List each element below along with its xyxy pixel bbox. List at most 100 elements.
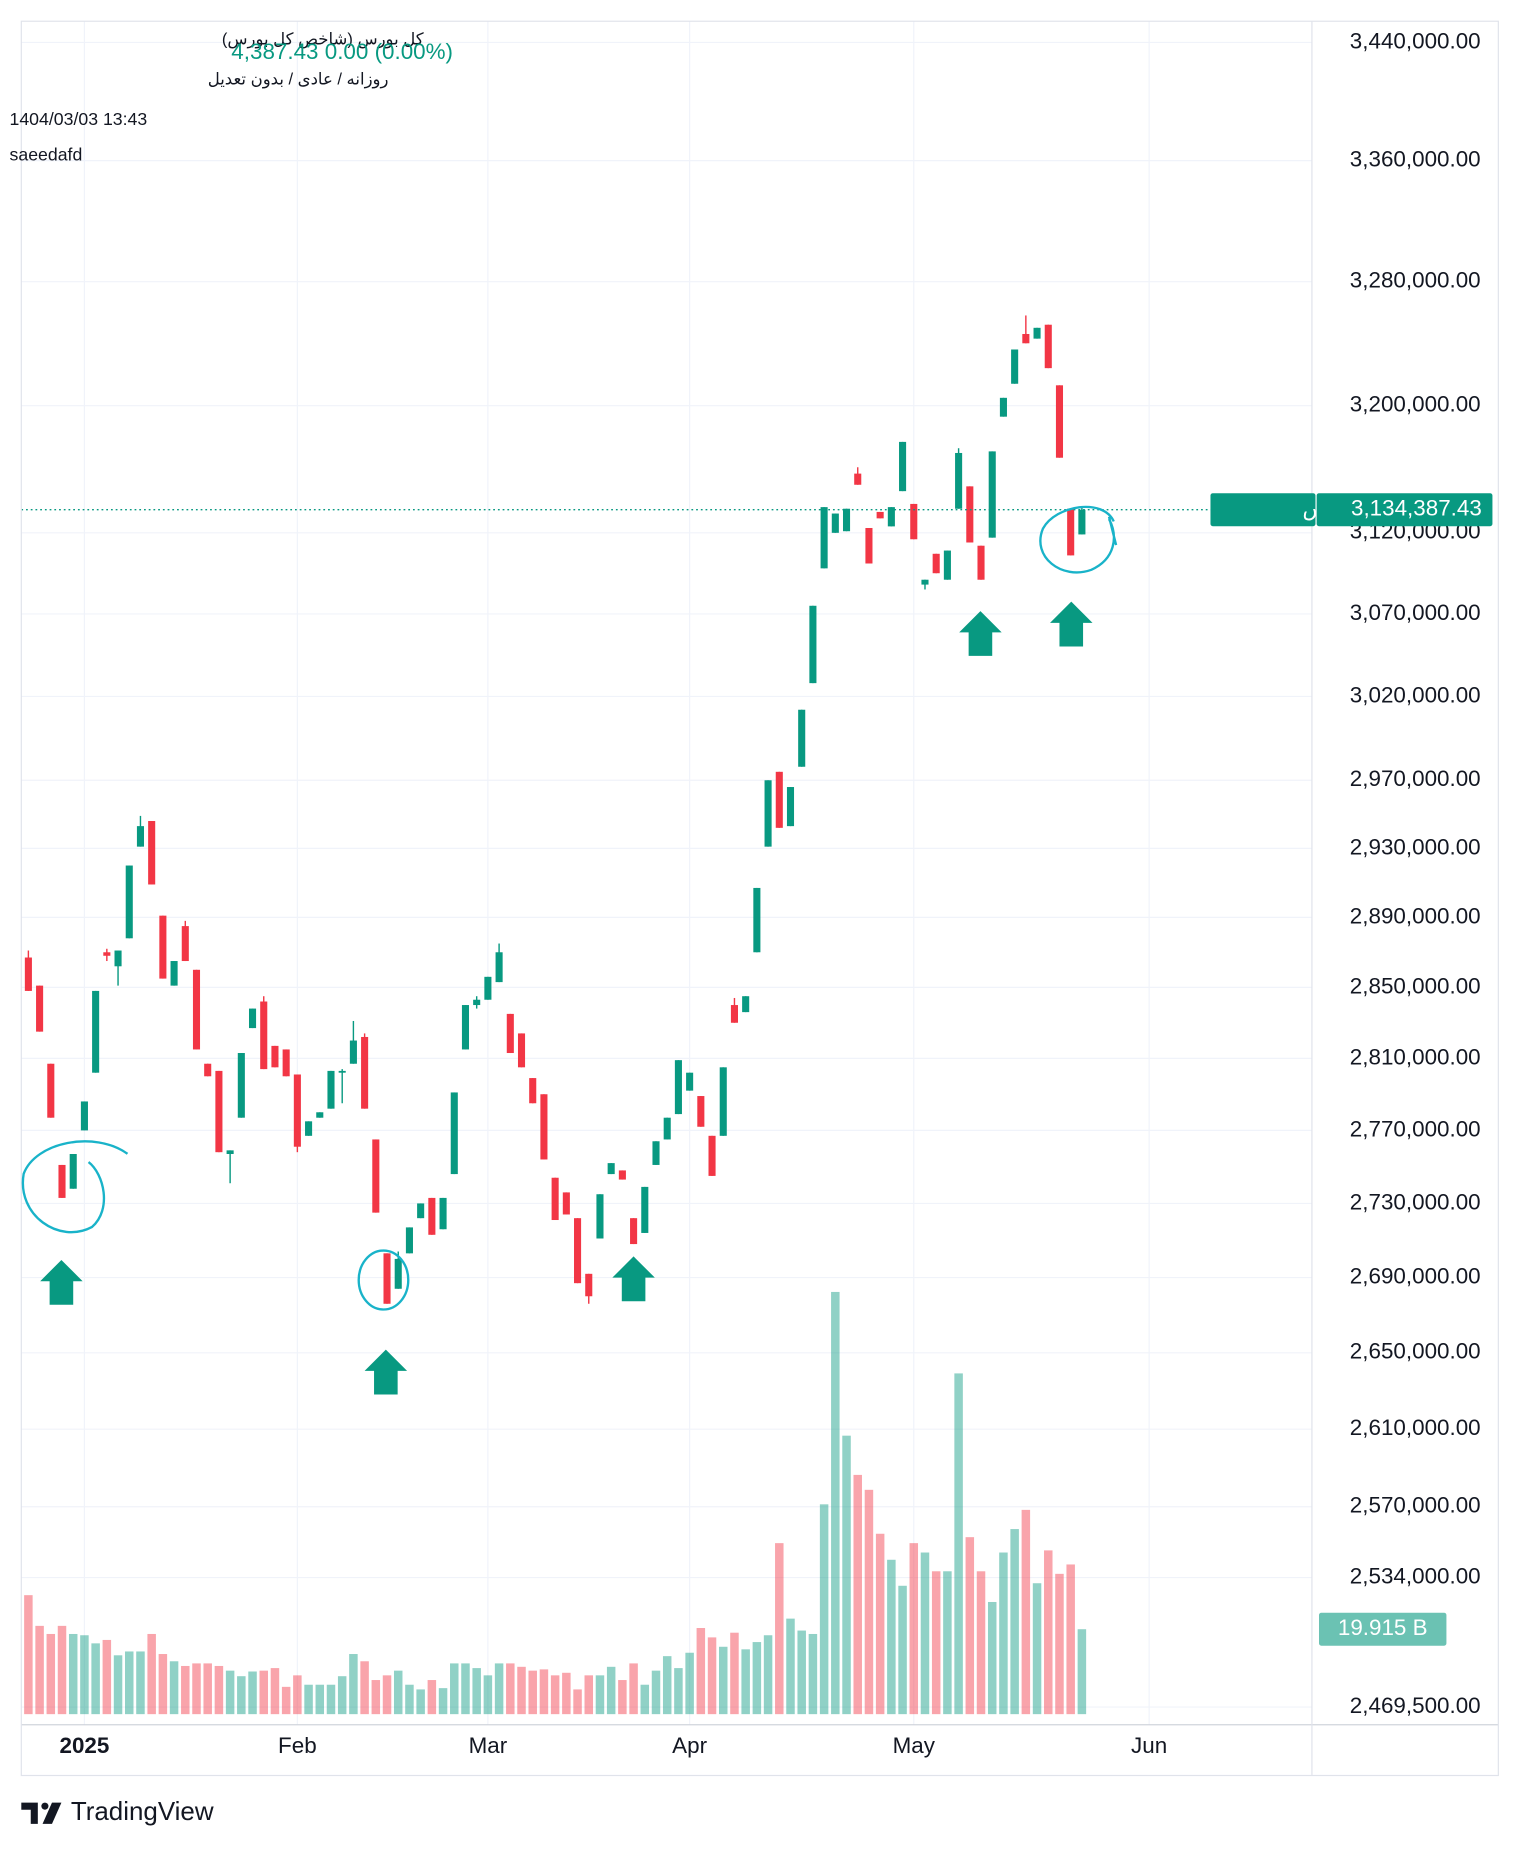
volume-bar bbox=[427, 1680, 437, 1715]
volume-bar bbox=[113, 1655, 123, 1715]
candle-body bbox=[798, 709, 806, 767]
volume-bar bbox=[707, 1637, 717, 1715]
volume-bar bbox=[102, 1639, 112, 1715]
volume-bar bbox=[214, 1665, 224, 1715]
volume-bar bbox=[864, 1489, 874, 1715]
volume-bar bbox=[360, 1661, 369, 1715]
volume-bar bbox=[528, 1670, 537, 1715]
candle-body bbox=[596, 1194, 604, 1239]
volume-bar bbox=[393, 1670, 403, 1715]
candle-body bbox=[1011, 349, 1019, 384]
y-tick-label: 2,890,000.00 bbox=[1350, 903, 1481, 928]
candle-body bbox=[226, 1150, 234, 1155]
candle-body bbox=[764, 780, 772, 847]
subtitle: روزانه / عادی / بدون تعدیل bbox=[208, 71, 389, 90]
volume-bar bbox=[438, 1688, 448, 1715]
volume-bar bbox=[674, 1668, 683, 1715]
y-tick-label: 2,930,000.00 bbox=[1350, 834, 1481, 859]
volume-bar bbox=[775, 1543, 784, 1715]
candle-body bbox=[809, 605, 817, 684]
candle-body bbox=[854, 473, 862, 485]
volume-bar bbox=[606, 1666, 616, 1715]
candle-body bbox=[921, 579, 929, 585]
y-tick-label: 2,650,000.00 bbox=[1350, 1339, 1481, 1364]
candle-body bbox=[686, 1072, 694, 1091]
candle-body bbox=[450, 1092, 458, 1175]
volume-bar bbox=[539, 1669, 549, 1715]
volume-bar bbox=[1032, 1583, 1042, 1715]
brand-logo bbox=[21, 1802, 62, 1824]
candle-body bbox=[305, 1121, 313, 1136]
frame bbox=[20, 20, 1499, 1777]
volume-bar bbox=[382, 1675, 392, 1715]
last-price-label: 3,134,387.43 bbox=[1351, 496, 1482, 521]
volume-bar bbox=[181, 1665, 190, 1715]
candle-body bbox=[1078, 509, 1086, 535]
candle-body bbox=[428, 1197, 436, 1235]
y-tick-label: 3,020,000.00 bbox=[1350, 682, 1481, 707]
volume-bar bbox=[752, 1642, 762, 1715]
volume-bar bbox=[808, 1633, 818, 1715]
arrow bbox=[959, 611, 1002, 656]
y-tick-label: 2,850,000.00 bbox=[1350, 973, 1481, 998]
quote: 4,387.43 0.00 (0.00%) bbox=[231, 39, 453, 64]
candle-body bbox=[943, 550, 951, 580]
candle-body bbox=[36, 985, 44, 1032]
candle-body bbox=[607, 1163, 615, 1175]
candle-body bbox=[910, 503, 918, 540]
volume-bar bbox=[80, 1635, 89, 1715]
grid bbox=[21, 21, 1312, 1725]
volume-bar bbox=[1044, 1550, 1053, 1715]
candle-body bbox=[585, 1273, 593, 1297]
candle-body bbox=[92, 990, 100, 1073]
candle-body bbox=[955, 452, 963, 509]
candle-body bbox=[1067, 508, 1075, 556]
candle-body bbox=[80, 1101, 88, 1131]
candle-body bbox=[574, 1218, 582, 1284]
circle-mark bbox=[21, 1140, 129, 1234]
volume-bar bbox=[225, 1670, 235, 1715]
candle-body bbox=[148, 821, 156, 885]
volume-bar bbox=[920, 1552, 930, 1715]
volume-label: 19.915 B bbox=[1338, 1615, 1428, 1640]
candle-body bbox=[159, 915, 167, 979]
candle-body bbox=[327, 1070, 335, 1109]
candle-body bbox=[730, 1005, 738, 1023]
y-tick-label: 2,534,000.00 bbox=[1350, 1564, 1481, 1589]
volume-bar bbox=[819, 1504, 829, 1715]
volume-tag bbox=[1319, 1612, 1447, 1646]
candle-body bbox=[383, 1253, 391, 1304]
brand: TradingView bbox=[71, 1798, 214, 1826]
candle-body bbox=[495, 952, 503, 983]
volume-bar bbox=[125, 1651, 134, 1715]
volume-bar bbox=[965, 1537, 975, 1715]
candle-body bbox=[899, 441, 907, 492]
volume-bar bbox=[91, 1643, 100, 1715]
candle-body bbox=[1022, 333, 1030, 344]
candle-body bbox=[842, 508, 851, 532]
volume-bar bbox=[875, 1533, 885, 1715]
candle-body bbox=[775, 771, 783, 828]
volume-bar bbox=[797, 1630, 806, 1715]
candle-body bbox=[977, 545, 985, 580]
candle-body bbox=[192, 969, 201, 1050]
volume-bar bbox=[853, 1474, 862, 1715]
candle-body bbox=[887, 507, 895, 527]
volume-bar bbox=[999, 1552, 1008, 1715]
candle-body bbox=[1044, 324, 1052, 369]
volume-bar bbox=[1055, 1573, 1064, 1715]
volume-bar bbox=[943, 1571, 952, 1715]
volume-bar bbox=[741, 1649, 750, 1715]
candle-body bbox=[831, 513, 839, 533]
candle-body bbox=[69, 1154, 77, 1189]
candle-body bbox=[372, 1139, 380, 1213]
y-tick-label: 3,200,000.00 bbox=[1350, 392, 1481, 417]
y-tick-label: 2,570,000.00 bbox=[1350, 1493, 1481, 1518]
y-tick-label: 2,770,000.00 bbox=[1350, 1116, 1481, 1141]
candle-body bbox=[786, 787, 795, 827]
y-tick-label: 2,810,000.00 bbox=[1350, 1044, 1481, 1069]
author: saeedafd bbox=[10, 144, 83, 164]
volume-bar bbox=[450, 1663, 459, 1715]
